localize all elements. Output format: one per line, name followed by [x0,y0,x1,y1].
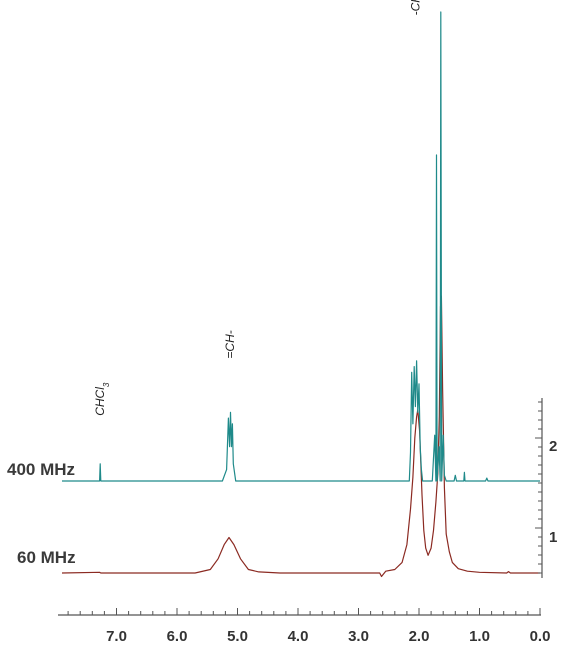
series-line-400mhz [62,11,540,482]
series-label-400: 400 MHz [7,460,75,479]
series-label-60: 60 MHz [17,548,76,567]
peak-annotation: CHCl3 [93,382,111,416]
right-axis: 12 [535,398,557,578]
x-tick-label: 3.0 [348,628,369,645]
right-tick-label: 2 [549,438,557,455]
x-tick-label: 1.0 [469,628,490,645]
peak-annotation: =CH- [223,330,237,358]
peak-annotations: CHCl3=CH--CH2--CH3 [93,0,426,416]
x-tick-label: 4.0 [288,628,309,645]
x-tick-label: 6.0 [167,628,188,645]
x-tick-label: 0.0 [530,628,551,645]
x-axis: 7.0 6.0 5.0 4.0 3.0 2.0 1.0 0.0 [58,608,550,645]
peak-annotation: -CH2- [408,0,426,15]
right-tick-label: 1 [549,529,557,546]
series-line-60mhz [61,295,540,578]
x-tick-label: 7.0 [106,628,127,645]
x-tick-label: 2.0 [409,628,430,645]
x-tick-label: 5.0 [227,628,248,645]
spectra-layer [61,11,540,578]
series-labels: 400 MHz 60 MHz [7,460,76,567]
